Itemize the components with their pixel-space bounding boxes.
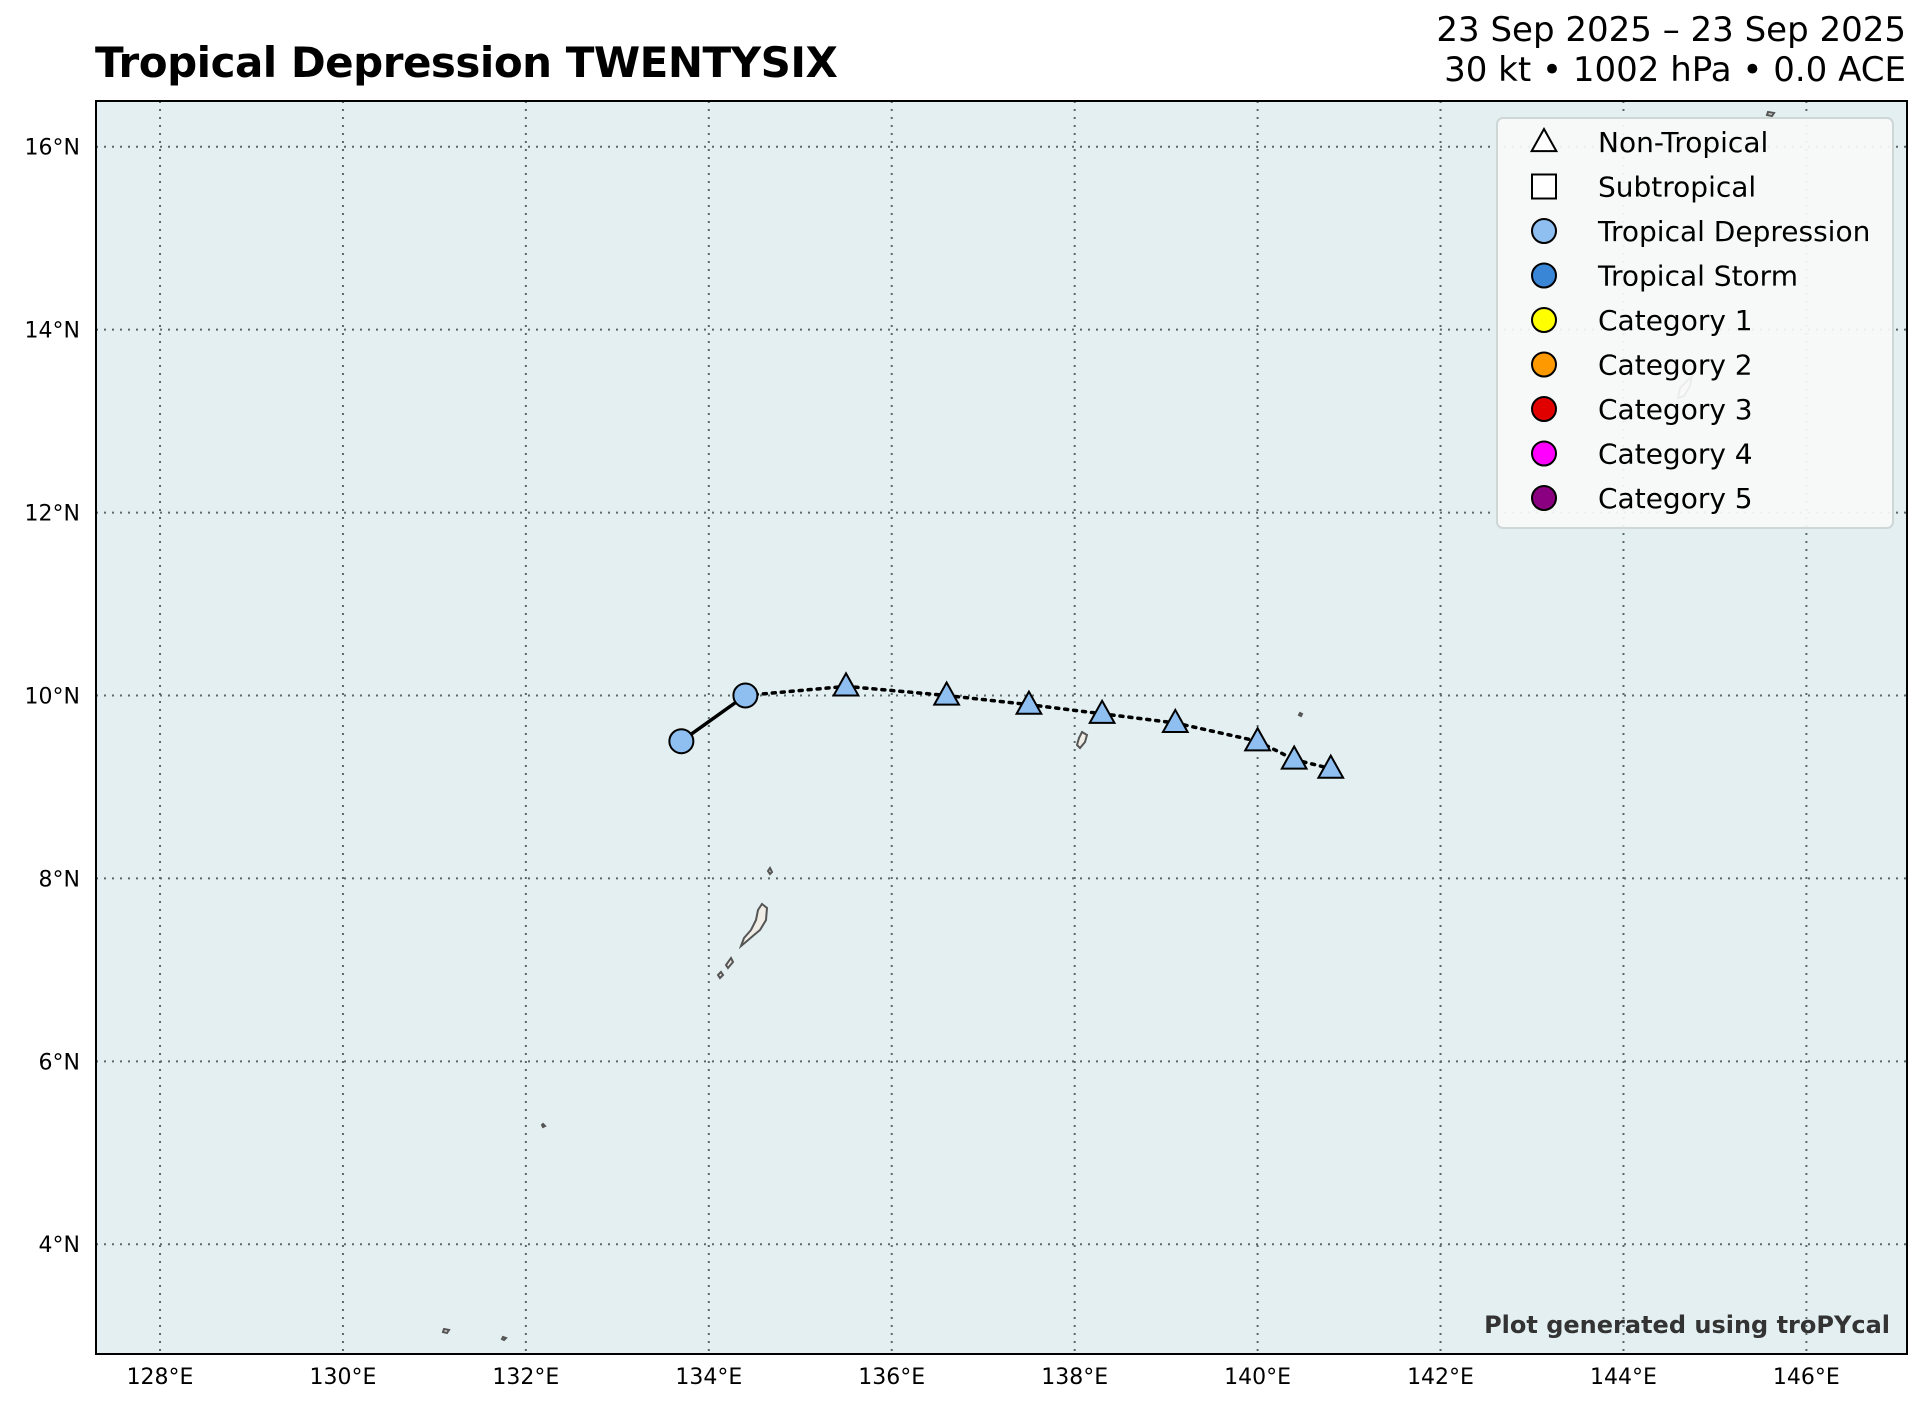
legend-item: Subtropical: [1531, 171, 1756, 204]
legend-label: Category 3: [1598, 393, 1753, 426]
legend-label: Category 4: [1598, 438, 1753, 471]
map-frame: [95, 100, 1908, 1355]
track-point-non-tropical: [1243, 726, 1272, 752]
legend-item: Category 1: [1531, 304, 1753, 337]
circle-icon: [1531, 262, 1557, 289]
legend: Non-Tropical Subtropical Tropical Depressi…: [1496, 117, 1894, 529]
longitude-tick-label: 134°E: [675, 1365, 742, 1390]
helen-reef-islet: [500, 1335, 508, 1342]
track-segment: [844, 684, 949, 698]
track-lines: [680, 684, 1333, 771]
track-segment: [1027, 702, 1104, 716]
legend-label: Category 2: [1598, 349, 1753, 382]
ngulu-islet: [1297, 711, 1304, 718]
legend-label: Category 1: [1598, 304, 1753, 337]
track-segment: [1173, 721, 1260, 743]
longitude-ticks: 128°E 130°E 132°E 134°E 136°E 138°E 140°E 142°E…: [127, 1365, 1840, 1390]
track-segment: [1100, 712, 1178, 725]
legend-item: Tropical Depression: [1531, 215, 1870, 248]
latitude-ticks: 4°N 6°N 8°N 10°N 12°N 14°N 16°N: [25, 136, 80, 1259]
legend-label: Tropical Depression: [1597, 215, 1870, 248]
palau-islet-south-2: [716, 970, 725, 980]
legend-item: Category 5: [1531, 482, 1753, 515]
latitude-tick-label: 14°N: [25, 319, 80, 344]
circle-icon: [1531, 351, 1557, 378]
legend-item: Category 3: [1531, 393, 1753, 426]
legend-label: Non-Tropical: [1598, 126, 1768, 159]
tobi-islet: [441, 1327, 451, 1335]
legend-label: Tropical Storm: [1597, 260, 1798, 293]
circle-icon: [1531, 307, 1557, 333]
track-point-non-tropical: [1161, 707, 1190, 734]
circle-icon: [1531, 396, 1557, 422]
track-point-non-tropical: [1316, 753, 1345, 779]
track-point-tropical-depression: [732, 682, 759, 709]
longitude-tick-label: 140°E: [1224, 1365, 1291, 1390]
legend-item: Category 4: [1531, 438, 1753, 471]
northern-islet: [1765, 110, 1776, 118]
track-points: [668, 671, 1345, 779]
latitude-tick-label: 12°N: [25, 502, 80, 527]
sonsorol-islet: [540, 1122, 547, 1129]
palau-island: [738, 902, 769, 950]
credit-text: Plot generated using troPYcal: [1484, 1311, 1890, 1339]
longitude-tick-label: 132°E: [492, 1365, 559, 1390]
track-point-non-tropical: [1088, 698, 1117, 724]
longitude-tick-label: 128°E: [127, 1365, 194, 1390]
legend-item: Tropical Storm: [1531, 260, 1798, 293]
longitude-tick-label: 130°E: [310, 1365, 377, 1390]
longitude-tick-label: 136°E: [858, 1365, 925, 1390]
track-point-non-tropical: [1014, 689, 1043, 715]
palau-islet-north: [766, 866, 774, 876]
legend-item: Category 2: [1531, 349, 1753, 382]
triangle-icon: [1529, 126, 1559, 153]
legend-label: Category 5: [1598, 482, 1753, 515]
legend-box: [1496, 117, 1894, 529]
latitude-tick-label: 10°N: [25, 684, 80, 709]
track-point-non-tropical: [932, 680, 961, 706]
circle-icon: [1531, 485, 1557, 511]
track-point-tropical-depression: [668, 728, 695, 755]
track-segment: [1255, 739, 1296, 762]
longitude-tick-label: 144°E: [1590, 1365, 1657, 1390]
latitude-tick-label: 8°N: [39, 867, 80, 892]
square-icon: [1531, 173, 1557, 200]
longitude-tick-label: 142°E: [1407, 1365, 1474, 1390]
palau-islet-south-1: [724, 956, 735, 970]
longitude-tick-label: 146°E: [1773, 1365, 1840, 1390]
circle-icon: [1531, 440, 1557, 467]
date-range: 23 Sep 2025 – 23 Sep 2025: [1436, 10, 1906, 50]
latitude-tick-label: 16°N: [25, 136, 80, 161]
track-segment: [743, 684, 848, 698]
map-title: Tropical Depression TWENTYSIX: [95, 38, 838, 87]
latitude-tick-label: 6°N: [39, 1050, 80, 1075]
track-segment: [680, 694, 747, 743]
track-point-non-tropical: [1280, 744, 1309, 770]
legend-item: Non-Tropical: [1529, 126, 1768, 159]
track-point-non-tropical: [831, 671, 861, 697]
legend-label: Subtropical: [1598, 171, 1756, 204]
latitude-tick-label: 4°N: [39, 1233, 80, 1258]
longitude-tick-label: 138°E: [1041, 1365, 1108, 1390]
yap-island: [1075, 730, 1089, 750]
circle-icon: [1531, 218, 1557, 244]
storm-stats: 30 kt • 1002 hPa • 0.0 ACE: [1444, 50, 1906, 90]
